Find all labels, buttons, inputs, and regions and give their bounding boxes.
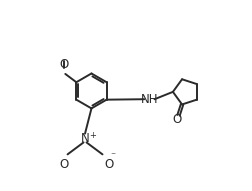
- Text: O: O: [60, 158, 69, 171]
- Text: O: O: [173, 113, 182, 126]
- Text: O: O: [104, 158, 114, 171]
- Text: N: N: [81, 132, 89, 145]
- Text: NH: NH: [141, 93, 158, 106]
- Text: ⁻: ⁻: [110, 151, 115, 161]
- Text: O: O: [59, 58, 69, 71]
- Text: +: +: [89, 131, 96, 140]
